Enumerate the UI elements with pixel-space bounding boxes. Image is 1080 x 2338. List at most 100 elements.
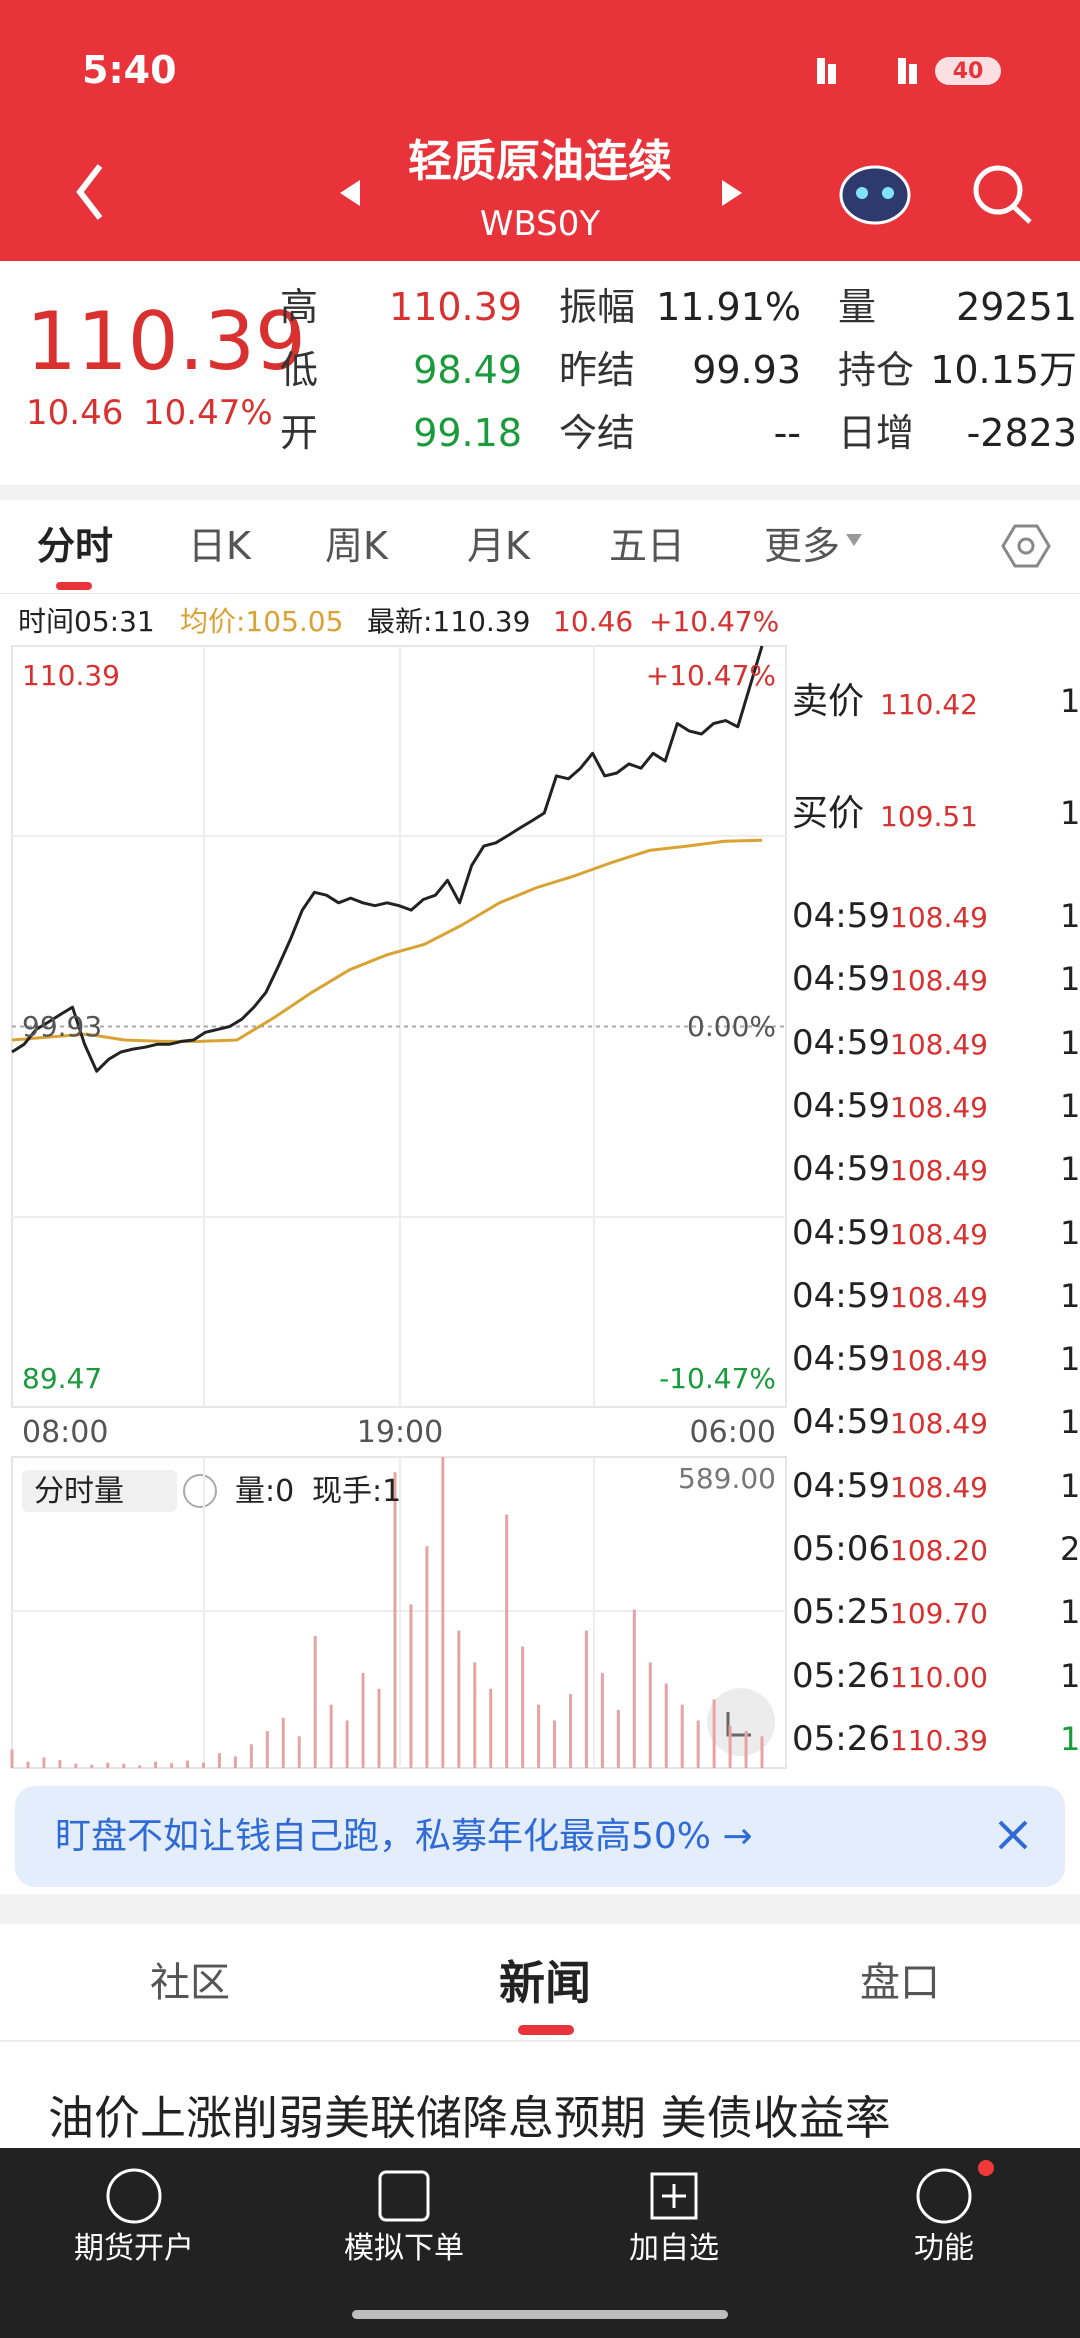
help-icon[interactable] [183, 1474, 217, 1508]
book-qty: 1 [1060, 682, 1080, 720]
trade-price: 108.49 [890, 1090, 988, 1124]
nav-label[interactable]: 功能 [914, 2230, 974, 2266]
tab[interactable]: 更多 [764, 523, 841, 568]
nav-label[interactable]: 模拟下单 [344, 2230, 464, 2266]
banner[interactable] [15, 1786, 1065, 1887]
trade-qty: 1 [1060, 1213, 1080, 1252]
nav-icon[interactable] [106, 2168, 162, 2224]
volume-bar [265, 1731, 269, 1768]
volume-bar [74, 1763, 78, 1768]
selector-box[interactable] [22, 1470, 177, 1512]
avg-line [11, 838, 763, 1043]
stat-label: 日增 [838, 410, 915, 455]
banner-text[interactable]: 盯盘不如让钱自己跑，私募年化最高50% → [55, 1815, 753, 1857]
close-button[interactable] [998, 1820, 1028, 1850]
volume-bar [744, 1731, 748, 1768]
volume-bar [186, 1760, 190, 1768]
stat-value: 29251 [956, 284, 1077, 329]
trade-price: 108.49 [890, 1407, 988, 1441]
volume-bar [616, 1709, 620, 1768]
trade-price: 108.49 [890, 1470, 988, 1504]
nav-icon[interactable] [916, 2168, 972, 2224]
volume-bar [680, 1704, 684, 1768]
tab[interactable]: 分时 [37, 523, 114, 568]
volume-selector[interactable]: 分时量 [34, 1473, 124, 1509]
volume-bar [425, 1546, 429, 1768]
x-tick-label: 06:00 [689, 1414, 776, 1450]
volume-bar [648, 1662, 652, 1768]
volume-bar [473, 1662, 477, 1768]
volume-bar [233, 1756, 237, 1768]
back-button[interactable] [76, 164, 103, 220]
volume-bar [728, 1725, 732, 1768]
section-tab[interactable]: 社区 [150, 1960, 230, 2006]
volume-bar [696, 1720, 700, 1768]
battery [935, 57, 1001, 85]
search-circle [973, 165, 1023, 215]
robot-eye [856, 187, 868, 199]
trade-qty: 1 [1060, 1719, 1080, 1758]
trade-time: 04:59 [792, 1022, 890, 1063]
trade-time: 04:59 [792, 959, 890, 1000]
stat-value: -2823 [966, 410, 1077, 455]
nav-label[interactable]: 期货开户 [74, 2230, 194, 2266]
robot-icon[interactable] [839, 165, 911, 225]
volume-bar [42, 1757, 46, 1768]
info-change: 10.46 [553, 605, 634, 638]
y-tick-label: 589.00 [678, 1462, 776, 1495]
status-time: 5:40 [82, 47, 177, 92]
y-tick-label: 0.00% [687, 1009, 776, 1043]
volume-bar [249, 1744, 253, 1768]
volume-bar [122, 1763, 126, 1768]
book-price: 109.51 [880, 800, 978, 833]
tab[interactable]: 周K [325, 523, 388, 568]
trade-price: 110.39 [890, 1723, 988, 1757]
signal [898, 58, 906, 84]
volume-bar [10, 1749, 14, 1768]
x-tick-label: 08:00 [22, 1414, 109, 1450]
header-bar [0, 0, 1080, 261]
headline[interactable]: 油价上涨削弱美联储降息预期 美债收益率 [48, 2091, 891, 2145]
tab[interactable]: 五日 [609, 523, 686, 568]
volume-bar [553, 1720, 557, 1768]
trade-qty: 1 [1060, 1593, 1080, 1632]
trade-price: 108.49 [890, 1154, 988, 1188]
volume-bar [393, 1472, 397, 1768]
trade-time: 04:59 [792, 1339, 890, 1380]
nav-icon[interactable] [650, 2172, 698, 2220]
trade-qty: 1 [1060, 897, 1080, 935]
trade-price: 108.49 [890, 1344, 988, 1378]
volume-bar [329, 1704, 333, 1768]
trade-qty: 1 [1060, 1086, 1080, 1125]
volume-bar [521, 1646, 525, 1768]
volume-bar [441, 1457, 445, 1768]
expand-button[interactable] [707, 1688, 775, 1756]
section-tab[interactable]: 新闻 [499, 1956, 591, 2010]
trade-price: 110.00 [890, 1660, 988, 1694]
trade-time: 04:59 [792, 1275, 890, 1316]
trade-time: 04:59 [792, 896, 890, 936]
prev-arrow[interactable] [340, 180, 360, 206]
trade-time: 04:59 [792, 1212, 890, 1253]
trade-qty: 2 [1060, 1530, 1080, 1568]
volume-bar [760, 1736, 764, 1768]
stat-value: -- [773, 410, 801, 455]
divider [0, 593, 1080, 594]
nav-icon[interactable] [378, 2170, 430, 2222]
section-tab[interactable]: 盘口 [860, 1960, 940, 2006]
trade-qty: 1 [1060, 960, 1080, 999]
robot-head [839, 165, 911, 225]
stat-label: 量 [838, 284, 877, 329]
stat-label: 今结 [559, 410, 636, 455]
trade-price: 108.49 [890, 1280, 988, 1314]
change-pct: 10.47% [143, 393, 273, 433]
tab[interactable]: 月K [467, 523, 530, 568]
search-icon[interactable] [973, 165, 1032, 224]
nav-label[interactable]: 加自选 [629, 2230, 719, 2266]
tab[interactable]: 日K [188, 523, 251, 568]
next-arrow[interactable] [722, 180, 742, 206]
trade-time: 04:59 [792, 1149, 890, 1190]
settings-icon[interactable] [1001, 524, 1051, 568]
